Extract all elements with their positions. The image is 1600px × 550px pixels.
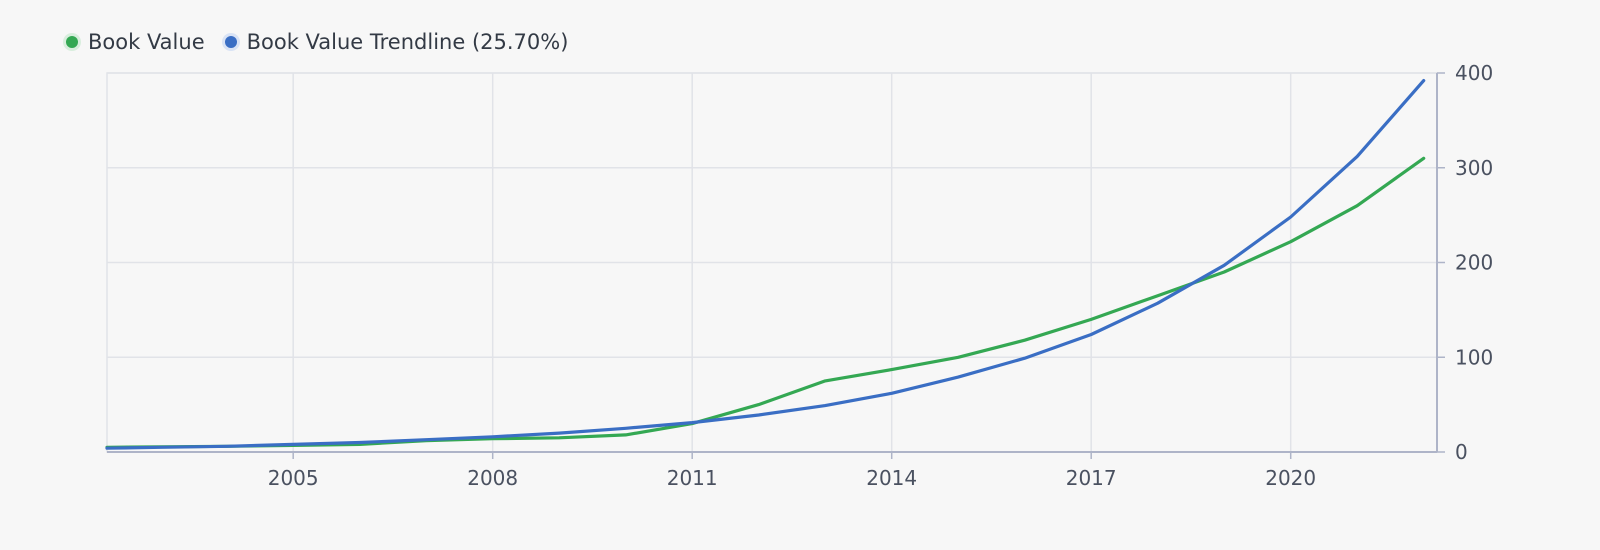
legend-label-book-value: Book Value bbox=[88, 30, 205, 54]
y-tick-label: 200 bbox=[1455, 251, 1493, 275]
chart-legend: Book Value Book Value Trendline (25.70%) bbox=[66, 30, 568, 54]
x-tick-label: 2017 bbox=[1066, 466, 1117, 490]
y-tick-label: 400 bbox=[1455, 61, 1493, 85]
trendline-line bbox=[105, 78, 1426, 450]
y-tick-label: 0 bbox=[1455, 440, 1468, 464]
book-value-line bbox=[105, 156, 1426, 449]
x-tick-label: 2020 bbox=[1265, 466, 1316, 490]
legend-item-trendline[interactable]: Book Value Trendline (25.70%) bbox=[224, 30, 569, 54]
legend-marker-trendline bbox=[224, 36, 237, 48]
legend-label-trendline: Book Value Trendline (25.70%) bbox=[246, 30, 569, 54]
legend-item-book-value[interactable]: Book Value bbox=[66, 30, 205, 54]
x-tick-label: 2005 bbox=[268, 466, 319, 490]
y-tick-label: 100 bbox=[1455, 345, 1493, 369]
legend-marker-book-value bbox=[66, 36, 78, 48]
x-tick-label: 2014 bbox=[866, 466, 917, 490]
x-tick-label: 2011 bbox=[667, 466, 718, 490]
y-tick-label: 300 bbox=[1455, 156, 1493, 180]
x-tick-label: 2008 bbox=[467, 466, 518, 490]
